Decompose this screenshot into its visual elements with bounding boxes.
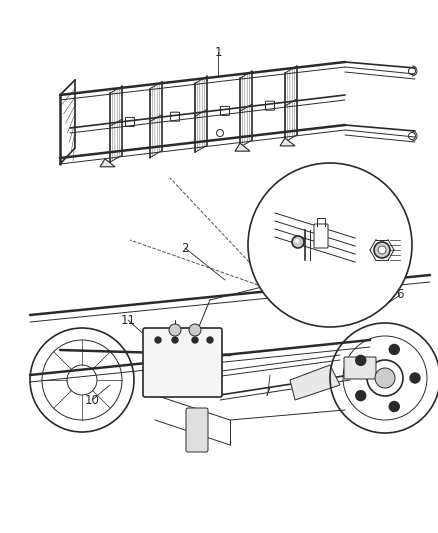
FancyBboxPatch shape <box>220 107 230 116</box>
Circle shape <box>375 368 395 388</box>
Circle shape <box>216 130 223 136</box>
Polygon shape <box>280 138 295 146</box>
Text: 10: 10 <box>85 393 99 407</box>
Text: 3: 3 <box>273 200 281 214</box>
Circle shape <box>409 133 416 140</box>
Text: 4: 4 <box>294 200 302 214</box>
Circle shape <box>356 391 366 401</box>
Circle shape <box>378 246 386 254</box>
Text: 2: 2 <box>181 241 189 254</box>
Polygon shape <box>290 365 340 400</box>
Circle shape <box>410 373 420 383</box>
Circle shape <box>389 344 399 354</box>
Text: 5: 5 <box>366 200 374 214</box>
Circle shape <box>207 337 213 343</box>
Circle shape <box>409 68 416 75</box>
Text: 7: 7 <box>264 385 272 399</box>
FancyBboxPatch shape <box>186 408 208 452</box>
FancyBboxPatch shape <box>126 117 134 126</box>
Polygon shape <box>100 159 115 167</box>
Circle shape <box>295 239 299 243</box>
Circle shape <box>389 401 399 411</box>
Circle shape <box>292 236 304 248</box>
Circle shape <box>189 324 201 336</box>
Circle shape <box>172 337 178 343</box>
Circle shape <box>155 337 161 343</box>
FancyBboxPatch shape <box>265 101 275 110</box>
Circle shape <box>192 337 198 343</box>
Text: 9: 9 <box>148 381 156 393</box>
FancyBboxPatch shape <box>314 224 328 248</box>
Polygon shape <box>235 143 250 151</box>
Text: 11: 11 <box>120 313 135 327</box>
FancyBboxPatch shape <box>143 328 222 397</box>
Text: 8: 8 <box>188 385 196 399</box>
Text: 6: 6 <box>396 288 404 302</box>
FancyBboxPatch shape <box>170 112 180 121</box>
Text: 1: 1 <box>214 45 222 59</box>
Circle shape <box>248 163 412 327</box>
Circle shape <box>169 324 181 336</box>
Circle shape <box>356 356 366 365</box>
Circle shape <box>374 242 390 258</box>
FancyBboxPatch shape <box>344 357 376 379</box>
